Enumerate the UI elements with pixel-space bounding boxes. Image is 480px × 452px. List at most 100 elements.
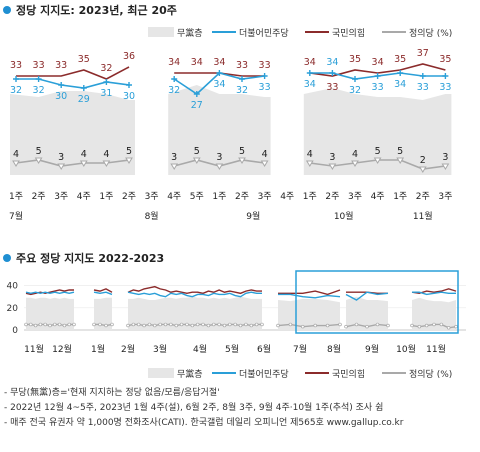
- c2-undecided-area-2: [128, 296, 262, 330]
- c2-undecided-area-0: [26, 297, 74, 330]
- legend2-ppp-label: 국민의힘: [332, 369, 365, 380]
- c1-x-tick: 4주: [77, 191, 91, 202]
- c1-justice-label: 4: [307, 149, 313, 160]
- c2-justice-point: [43, 322, 47, 327]
- c2-justice-point: [222, 323, 227, 328]
- c2-democratic-line-0: [25, 291, 75, 295]
- c2-justice-point: [48, 323, 52, 328]
- c1-democratic-point: [216, 70, 223, 76]
- c1-democratic-label: 32: [33, 85, 45, 96]
- c1-justice-label: 4: [81, 149, 87, 160]
- c2-ppp-line-5: [411, 288, 457, 295]
- c2-democratic-line-2: [127, 291, 262, 298]
- c1-x-tick: 3주: [258, 191, 272, 202]
- c2-justice-point: [212, 322, 216, 327]
- c2-justice-point: [417, 324, 422, 329]
- c1-x-tick: 5주: [190, 191, 204, 202]
- c2-month-label: 11월: [426, 343, 446, 355]
- footnotes: - 무당(無黨)층='현재 지지하는 정당 없음/모름/응답거절' - 2022…: [4, 386, 478, 431]
- c1-justice-point: [396, 157, 405, 164]
- c1-x-tick: 2주: [235, 191, 249, 202]
- c2-y-tick: 40: [7, 282, 19, 292]
- c1-ppp-label: 35: [394, 54, 406, 65]
- c2-justice-point: [142, 323, 146, 328]
- c1-justice-point: [351, 160, 359, 167]
- c1-justice-point: [170, 163, 179, 170]
- c2-month-label: 6월: [257, 343, 271, 355]
- c1-democratic-label: 32: [10, 85, 22, 96]
- c2-justice-point: [29, 322, 33, 327]
- c2-month-label: 1월: [91, 343, 105, 355]
- c1-democratic-point: [442, 73, 449, 79]
- c2-justice-point: [38, 322, 43, 327]
- c1-ppp-label: 35: [439, 54, 451, 65]
- c1-democratic-point: [329, 70, 336, 76]
- c2-justice-point: [179, 322, 184, 327]
- c1-undecided-area-0: [10, 91, 135, 175]
- c1-month-label: 7월: [9, 210, 23, 222]
- c1-ppp-label: 37: [417, 48, 429, 59]
- c2-justice-point: [446, 326, 451, 330]
- c1-justice-point: [34, 157, 43, 164]
- c2-justice-point: [233, 322, 237, 327]
- c1-ppp-label: 36: [123, 51, 135, 62]
- c2-justice-point: [195, 322, 200, 327]
- c1-democratic-label: 31: [100, 88, 112, 99]
- c1-democratic-point: [126, 82, 132, 88]
- c1-justice-point: [441, 163, 450, 170]
- c2-undecided-area-4: [346, 296, 388, 330]
- chart2-legend: 무黨층 더불어민주당 국민의힘 정의당 (%): [148, 368, 452, 380]
- footnote-3: - 매주 전국 유권자 약 1,000명 전화조사(CATI). 한국갤럽 데일…: [4, 418, 404, 428]
- c2-justice-point: [174, 323, 178, 328]
- c1-ppp-label: 34: [191, 57, 203, 68]
- c1-ppp-label: 33: [33, 60, 45, 71]
- c2-justice-point: [53, 322, 57, 327]
- chart2-title-dot: [3, 254, 11, 262]
- c1-x-tick: 1주: [393, 191, 407, 202]
- legend1-undecided-label: 무黨층: [177, 27, 203, 39]
- c1-democratic-point: [397, 70, 404, 76]
- c1-democratic-label: 33: [372, 82, 384, 93]
- c1-ppp-label: 32: [100, 63, 112, 74]
- c1-ppp-label: 34: [168, 57, 180, 68]
- c2-recent-highlight-box: [295, 270, 459, 334]
- c1-democratic-point: [374, 73, 381, 79]
- c1-ppp-label: 33: [55, 60, 67, 71]
- c1-ppp-label: 34: [372, 57, 384, 68]
- c1-undecided-area-2: [303, 88, 452, 175]
- c2-justice-point: [288, 322, 293, 327]
- c2-undecided-area-3: [278, 298, 340, 330]
- chart2-plot: 0 20 40 11월 12월 1월 2월 3월 4월 5월 6월 7월 8월 9월 10월 11월: [7, 270, 466, 355]
- c1-justice-label: 5: [397, 146, 403, 157]
- c2-y-tick: 20: [7, 304, 19, 314]
- c2-justice-point: [190, 323, 195, 328]
- c1-democratic-point: [58, 82, 65, 88]
- c2-justice-point: [244, 322, 248, 327]
- c1-x-tick: 3주: [145, 191, 159, 202]
- c2-month-label: 11월: [24, 343, 44, 355]
- c2-justice-point: [206, 323, 211, 328]
- c1-month-label: 11월: [413, 210, 433, 222]
- c1-democratic-point: [261, 73, 268, 79]
- c1-justice-point: [125, 157, 133, 164]
- c2-justice-point: [153, 323, 157, 328]
- c1-x-tick: 3주: [348, 191, 362, 202]
- c2-justice-point: [238, 323, 243, 328]
- c2-justice-point: [201, 322, 205, 327]
- c1-ppp-label: 33: [10, 60, 22, 71]
- c1-ppp-label: 34: [304, 57, 316, 68]
- c1-justice-label: 3: [329, 152, 335, 163]
- c1-democratic-label: 29: [78, 94, 90, 105]
- c1-ppp-label: 35: [349, 54, 361, 65]
- c1-x-tick: 2주: [325, 191, 339, 202]
- c1-x-tick: 1주: [99, 191, 113, 202]
- c1-democratic-label: 34: [394, 79, 406, 90]
- c1-x-tick: 4주: [371, 191, 385, 202]
- c2-justice-point: [185, 322, 189, 327]
- c1-democratic-label: 33: [417, 82, 429, 93]
- c1-justice-point: [215, 163, 224, 170]
- legend2-justice-label: 정의당 (%): [409, 369, 452, 380]
- c1-justice-label: 3: [171, 152, 177, 163]
- legend2-democratic-label: 더불어민주당: [239, 369, 289, 380]
- legend2-undecided-label: 무黨층: [177, 368, 203, 380]
